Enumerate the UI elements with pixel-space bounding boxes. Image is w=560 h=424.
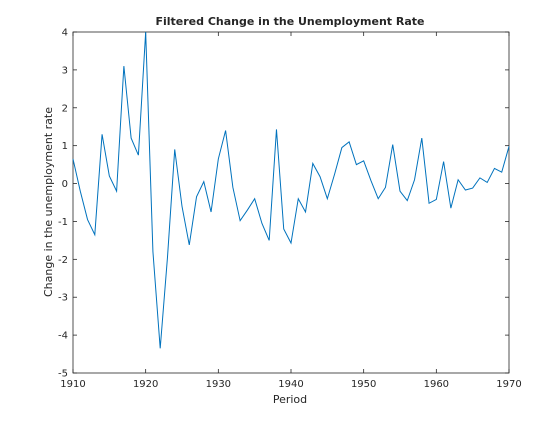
x-tick-label: 1960 [424,379,449,390]
plot-area [72,31,510,374]
y-tick-label: -4 [58,331,68,342]
y-tick-label: 2 [62,103,68,114]
y-tick-label: 4 [62,28,68,39]
x-tick-label: 1940 [278,379,303,390]
y-axis-label: Change in the unemployment rate [42,107,55,297]
x-axis-label: Period [273,393,307,406]
y-axis: -5 -4 -3 -2 -1 0 1 2 3 4 [58,28,509,380]
x-tick-label: 1920 [133,379,158,390]
y-tick-label: 0 [62,179,68,190]
chart-title: Filtered Change in the Unemployment Rate [155,15,424,28]
y-tick-label: -3 [58,293,68,304]
y-tick-label: -2 [58,255,68,266]
x-tick-label: 1930 [206,379,231,390]
x-tick-label: 1970 [496,379,521,390]
y-tick-label: -1 [58,217,68,228]
series-line [72,31,510,349]
x-tick-label: 1950 [351,379,376,390]
y-tick-label: 3 [62,65,68,76]
y-tick-label: 1 [62,141,68,152]
y-tick-label: -5 [58,369,68,380]
x-axis: 1910 1920 1930 1940 1950 1960 1970 [60,32,522,390]
x-tick-label: 1910 [60,379,85,390]
